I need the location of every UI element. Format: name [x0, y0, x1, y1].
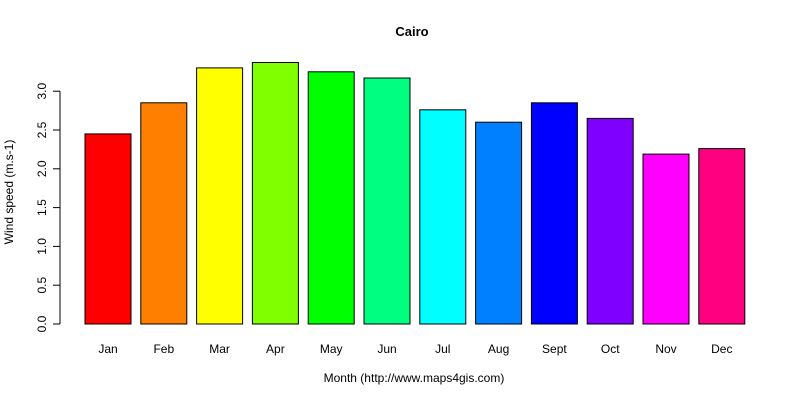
bar-jul: [419, 109, 467, 325]
x-tick-labels: Jan Feb Mar Apr May Jun Jul Aug Sept Oct Nov Dec: [98, 342, 732, 356]
bar-dec: [698, 148, 746, 325]
y-tick-label: 2.5: [35, 121, 49, 138]
y-tick-label: 0.0: [35, 315, 49, 332]
x-tick-label: Jun: [377, 342, 396, 356]
x-tick-label: Oct: [601, 342, 620, 356]
y-tick-label: 1.5: [35, 199, 49, 216]
bar-apr: [251, 62, 299, 325]
x-axis-label: Month (http://www.maps4gis.com): [324, 371, 505, 385]
bar-may: [307, 71, 355, 325]
y-axis-label: Wind speed (m.s-1): [2, 140, 16, 245]
x-tick-label: Jul: [435, 342, 450, 356]
y-axis: 0.0 0.5 1.0 1.5 2.0 2.5 3.0: [35, 83, 61, 332]
x-tick-label: Dec: [711, 342, 732, 356]
bar-oct: [586, 117, 634, 325]
x-tick-label: Mar: [209, 342, 230, 356]
y-tick-label: 0.5: [35, 277, 49, 294]
x-tick-label: Aug: [488, 342, 509, 356]
bar-jan: [84, 133, 132, 325]
bar-nov: [642, 153, 690, 325]
x-tick-label: Apr: [266, 342, 285, 356]
bar-sept: [530, 102, 578, 325]
x-tick-label: Feb: [153, 342, 174, 356]
x-tick-label: Sept: [542, 342, 567, 356]
bar-aug: [475, 121, 523, 325]
x-tick-label: Jan: [98, 342, 117, 356]
bar-feb: [140, 102, 188, 325]
y-tick-label: 1.0: [35, 238, 49, 255]
x-tick-label: Nov: [655, 342, 676, 356]
chart-title: Cairo: [395, 24, 428, 39]
x-tick-label: May: [320, 342, 343, 356]
y-tick-label: 3.0: [35, 83, 49, 100]
y-tick-label: 2.0: [35, 160, 49, 177]
bar-mar: [196, 67, 244, 325]
bars: [84, 62, 746, 325]
bar-jun: [363, 77, 411, 325]
